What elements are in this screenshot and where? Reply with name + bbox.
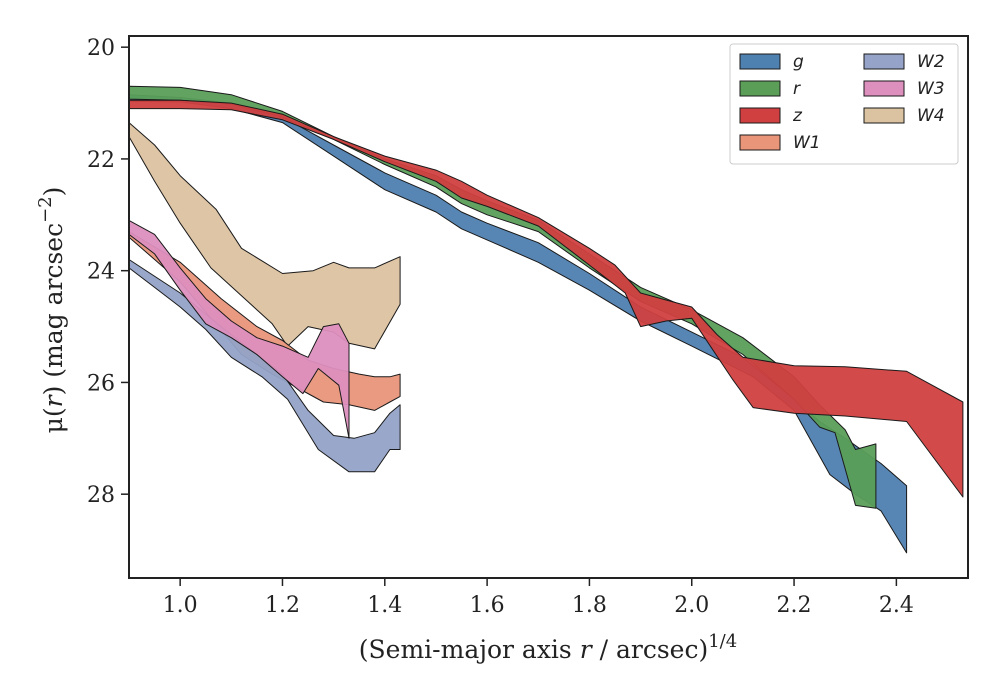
x-tick-label: 2.2 [777,593,812,618]
legend-label-w1: W1 [793,133,821,153]
y-tick-label: 24 [87,260,115,285]
y-tick-label: 26 [87,371,115,396]
legend-label-r: r [793,79,801,99]
x-tick-label: 1.4 [367,593,402,618]
series-bands [128,85,964,554]
legend-swatch-z [739,107,781,124]
y-tick-label: 20 [87,36,115,61]
legend-label-w4: W4 [917,106,945,126]
legend: grz W1 W2 W3 W4 [729,43,959,165]
legend-label-w2: W2 [917,52,945,72]
x-tick-label: 1.2 [265,593,300,618]
x-tick-label: 1.6 [470,593,505,618]
x-tick-label: 1.0 [163,593,198,618]
plot-frame [128,35,969,579]
x-tick-label: 2.0 [674,593,709,618]
legend-label-w3: W3 [917,79,945,99]
legend-swatch-w3 [863,80,905,97]
y-axis-label: μ(r) (mag arcsec−2) [35,187,68,434]
x-tick-label: 2.4 [879,593,914,618]
legend-swatch-g [739,53,781,70]
y-tick-label: 28 [87,483,115,508]
axes: 1.0 1.2 1.4 1.6 1.8 2.0 2.2 2.4 20 22 24 26 28 [87,35,969,618]
band-z [128,99,964,498]
legend-swatch-r [739,80,781,97]
legend-swatch-w4 [863,107,905,124]
band-w3 [128,219,350,439]
band-w4 [128,122,401,350]
legend-box [729,43,959,165]
y-tick-label: 22 [87,148,115,173]
legend-swatch-w1 [739,134,781,151]
legend-swatch-w2 [863,53,905,70]
x-axis-label: (Semi-major axis r / arcsec)1/4 [359,631,737,664]
band-g [128,94,908,554]
legend-label-z: z [792,106,803,126]
legend-label-g: g [793,52,804,72]
x-tick-label: 1.8 [572,593,607,618]
